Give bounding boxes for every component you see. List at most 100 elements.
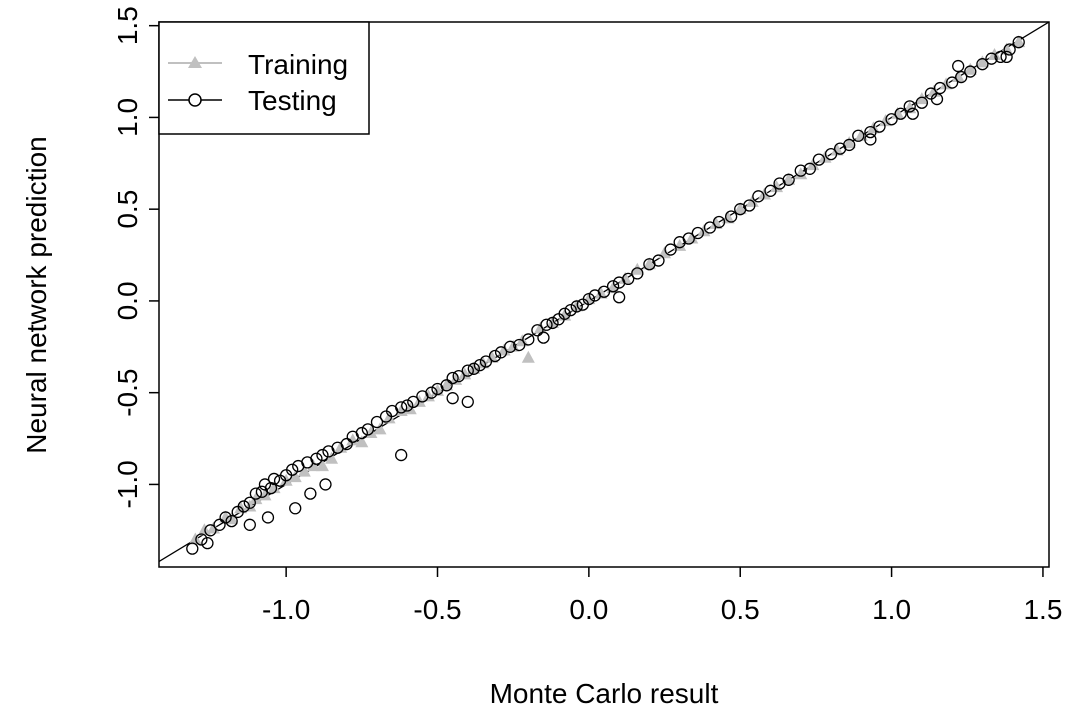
testing-point [249, 487, 263, 500]
training-point [818, 150, 832, 163]
testing-point [930, 92, 944, 106]
training-point [630, 262, 644, 275]
testing-point [782, 173, 795, 186]
training-point [1012, 35, 1026, 48]
testing-point [204, 524, 217, 537]
training-point [467, 361, 481, 374]
training-point [975, 55, 989, 68]
testing-point [467, 362, 480, 375]
testing-point [504, 340, 517, 353]
testing-point [570, 300, 583, 313]
testing-point [743, 199, 756, 212]
testing-point [195, 533, 208, 546]
testing-point [964, 65, 977, 78]
training-point [830, 143, 844, 156]
testing-point [537, 331, 550, 344]
training-point [794, 167, 808, 180]
x-tick-label: 0.0 [569, 594, 608, 625]
testing-point [1000, 50, 1013, 64]
testing-point [1012, 36, 1025, 49]
testing-point [522, 333, 535, 346]
y-tick-label: 1.5 [112, 6, 143, 45]
testing-point [395, 401, 408, 414]
training-point [709, 216, 723, 229]
training-point [306, 459, 320, 472]
training-point [497, 343, 511, 356]
training-point [891, 106, 905, 119]
y-tick-label: -0.5 [112, 369, 143, 417]
testing-point [237, 500, 250, 513]
testing-point [340, 437, 353, 451]
training-point [206, 521, 220, 534]
x-tick-label: -0.5 [413, 594, 461, 625]
training-point [267, 481, 281, 494]
series-testing [186, 36, 1025, 555]
testing-point [267, 472, 281, 486]
testing-point [682, 232, 695, 245]
testing-point [864, 133, 877, 146]
testing-point [952, 59, 965, 73]
testing-point [994, 50, 1007, 64]
testing-point [361, 423, 375, 436]
training-point [297, 464, 311, 477]
testing-point [752, 190, 765, 203]
x-tick-label: 1.5 [1023, 594, 1062, 625]
training-point [249, 492, 263, 505]
testing-point [582, 292, 596, 306]
testing-point [425, 386, 438, 399]
y-tick-label: -1.0 [112, 460, 143, 508]
training-point [288, 470, 302, 483]
training-point [842, 136, 856, 149]
x-axis: -1.0 -0.5 0.0 0.5 1.0 1.5 [262, 567, 1062, 625]
testing-point [286, 463, 299, 476]
testing-point [764, 184, 777, 197]
training-point [521, 350, 535, 363]
y-axis-title: Neural network prediction [21, 136, 52, 454]
testing-point [494, 346, 508, 359]
testing-point [612, 291, 626, 304]
legend: Training Testing [158, 21, 370, 135]
training-point [963, 62, 977, 75]
testing-point [803, 162, 817, 175]
testing-point [440, 379, 453, 392]
x-tick-label: 1.0 [872, 594, 911, 625]
training-point [533, 321, 547, 334]
testing-point [243, 518, 256, 531]
testing-point [310, 452, 323, 465]
testing-point [446, 392, 459, 405]
testing-point [652, 254, 665, 267]
testing-point [319, 478, 332, 491]
x-axis-title: Monte Carlo result [490, 678, 719, 709]
training-point [594, 286, 608, 299]
y-tick-label: 0.5 [112, 190, 143, 229]
plot-frame [158, 21, 1050, 568]
testing-point [564, 303, 577, 317]
testing-point [885, 113, 898, 126]
testing-point [606, 280, 620, 293]
plot-area [159, 22, 1049, 563]
testing-point [488, 349, 502, 363]
training-point [618, 271, 632, 284]
testing-point [558, 307, 571, 320]
legend-box [158, 21, 370, 135]
testing-point [407, 395, 420, 408]
training-point [951, 70, 965, 83]
testing-point [225, 514, 238, 528]
testing-point [664, 243, 677, 256]
training-point [582, 292, 596, 305]
testing-point [933, 81, 947, 95]
training-point [642, 257, 656, 270]
testing-point [243, 496, 256, 509]
testing-point [401, 399, 414, 412]
legend-testing-label: Testing [248, 85, 337, 116]
testing-point [219, 511, 232, 524]
testing-point [479, 355, 493, 368]
testing-point [691, 226, 704, 240]
testing-point [395, 448, 408, 462]
x-tick-label: 0.5 [721, 594, 760, 625]
y-tick-label: 0.0 [112, 281, 143, 320]
testing-point [915, 96, 929, 109]
testing-point [985, 52, 998, 65]
legend-training-marker [188, 56, 202, 68]
